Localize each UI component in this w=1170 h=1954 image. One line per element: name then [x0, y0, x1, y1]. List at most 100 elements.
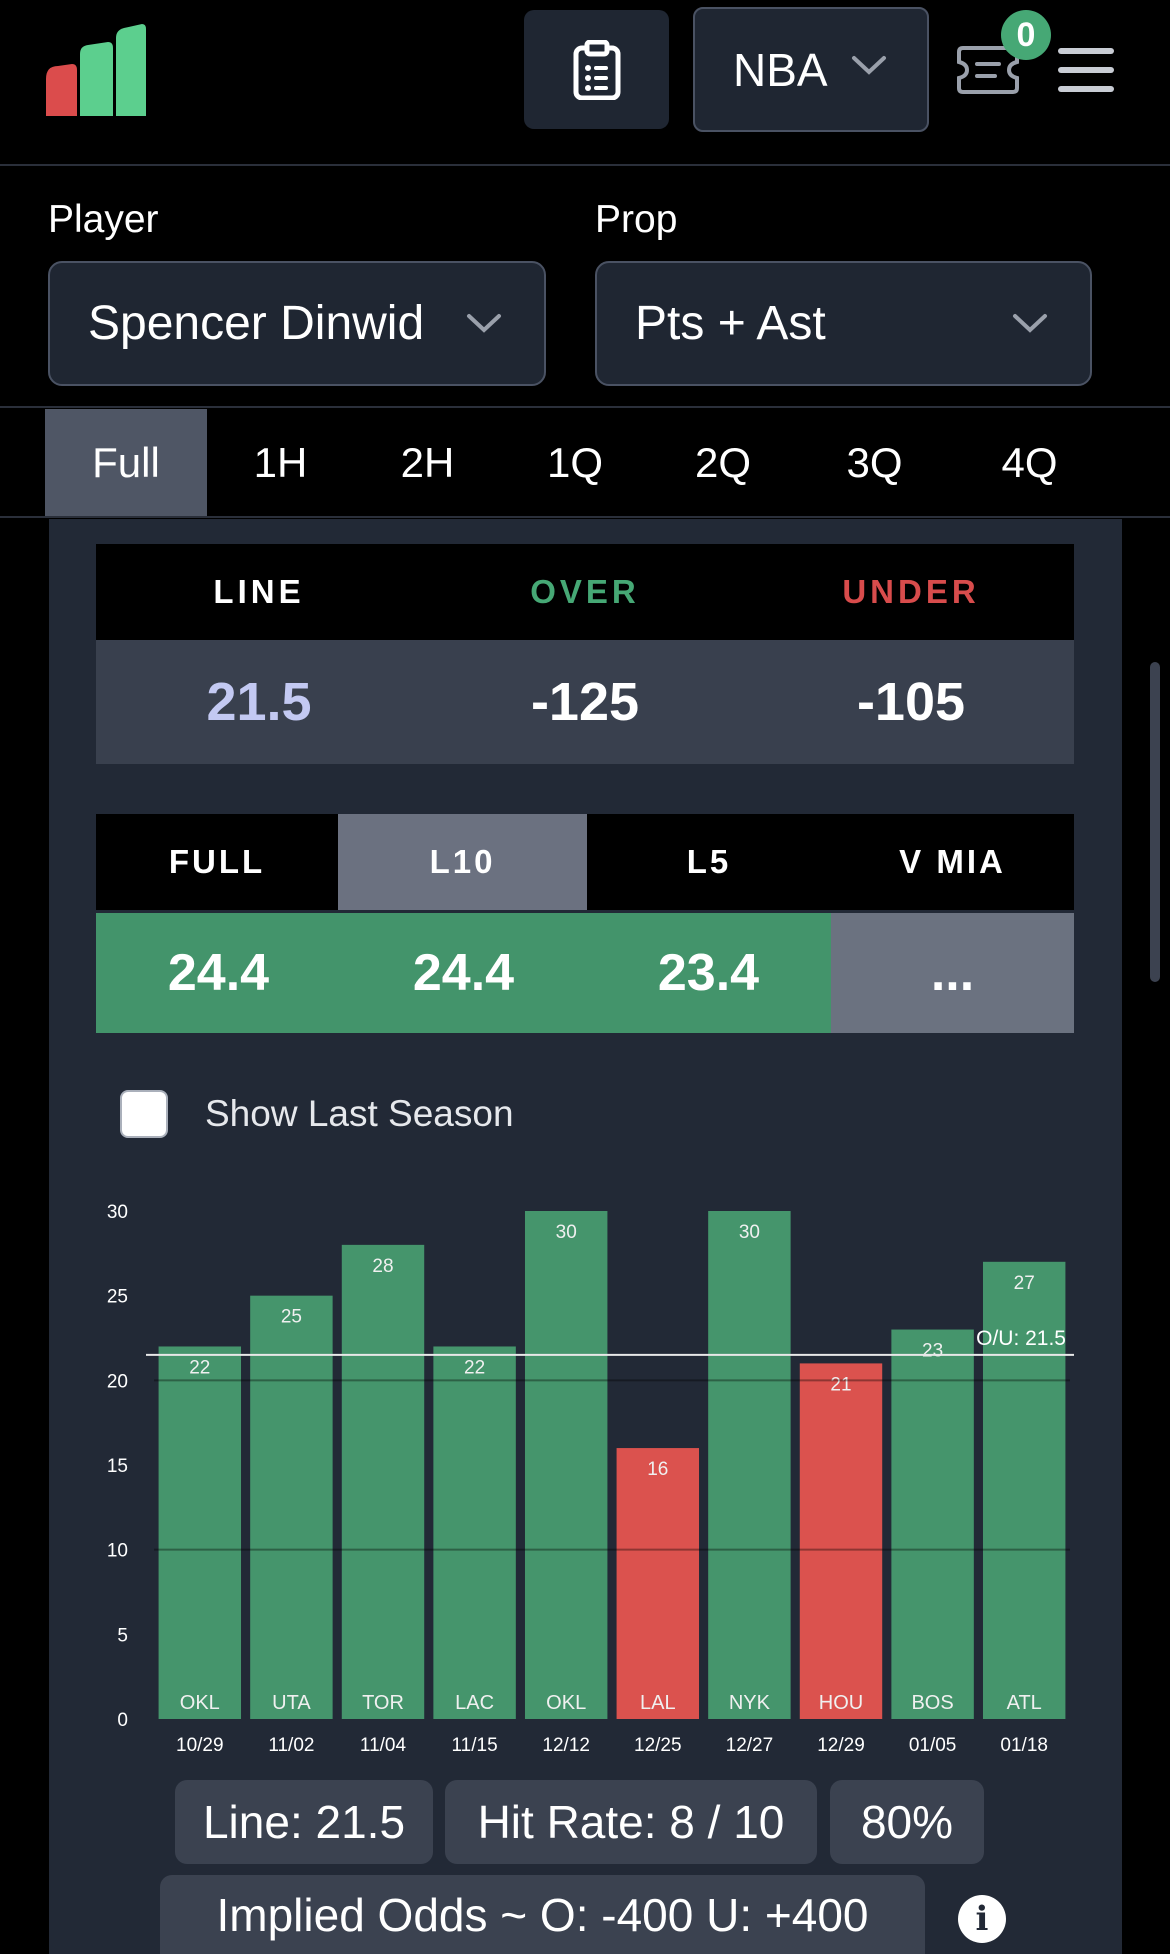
period-tabs: Full 1H 2H 1Q 2Q 3Q 4Q	[45, 409, 1125, 516]
clipboard-button[interactable]	[524, 10, 669, 129]
over-value: -125	[530, 672, 640, 732]
line-header: LINE	[213, 573, 305, 610]
tab-2q[interactable]: 2Q	[694, 438, 752, 486]
opponent-label: ATL	[1007, 1692, 1042, 1714]
averages-header: FULL L10 L5 V MIA	[96, 814, 1074, 910]
tab-3q[interactable]: 3Q	[846, 438, 903, 486]
avg-value-l5: 23.4	[586, 913, 831, 1033]
league-select[interactable]: NBA	[693, 7, 929, 132]
tab-1h[interactable]: 1H	[253, 438, 308, 486]
bar-value-label: 22	[189, 1357, 210, 1378]
bar-value-label: 28	[372, 1256, 393, 1277]
top-header: NBA 0	[0, 0, 1170, 166]
tab-4q[interactable]: 4Q	[1001, 438, 1058, 486]
implied-odds-summary: Implied Odds ~ O: -400 U: +400	[160, 1875, 925, 1954]
bar-value-label: 22	[464, 1357, 485, 1378]
bar	[708, 1211, 791, 1719]
hit-percent-summary: 80%	[830, 1780, 984, 1864]
opponent-label: OKL	[546, 1692, 586, 1714]
opponent-label: TOR	[362, 1692, 404, 1714]
chevron-down-icon	[467, 314, 501, 333]
x-tick-label: 01/18	[1000, 1735, 1048, 1756]
hamburger-menu-icon[interactable]	[1058, 48, 1114, 92]
bar-value-label: 25	[281, 1307, 302, 1328]
tab-full[interactable]: Full	[45, 409, 207, 516]
prop-label: Prop	[595, 198, 678, 241]
player-select-value: Spencer Dinwid	[88, 297, 425, 350]
avg-tab-vs-opponent[interactable]: V MIA	[899, 843, 1006, 880]
x-tick-label: 11/02	[268, 1735, 314, 1756]
y-tick-label: 5	[117, 1625, 128, 1646]
ou-line-label: O/U: 21.5	[976, 1327, 1066, 1350]
x-tick-label: 12/12	[542, 1735, 590, 1756]
y-tick-label: 20	[107, 1371, 128, 1392]
bar	[891, 1329, 974, 1719]
x-tick-label: 11/04	[360, 1735, 407, 1756]
prop-select-value: Pts + Ast	[635, 297, 826, 350]
x-tick-label: 12/27	[726, 1735, 774, 1756]
avg-tab-l10[interactable]: L10	[338, 814, 587, 910]
y-tick-label: 15	[107, 1456, 128, 1477]
bar-value-label: 27	[1014, 1273, 1035, 1294]
y-tick-label: 10	[107, 1541, 128, 1562]
bar	[524, 1211, 608, 1719]
opponent-label: LAC	[455, 1692, 494, 1714]
opponent-label: LAL	[640, 1692, 676, 1714]
bar	[341, 1244, 425, 1719]
under-value: -105	[856, 672, 966, 732]
bar-value-label: 30	[556, 1222, 577, 1243]
clipboard-icon	[573, 39, 620, 100]
bar	[158, 1346, 242, 1719]
chevron-down-icon	[1013, 314, 1047, 333]
bar-value-label: 30	[739, 1222, 760, 1243]
x-tick-label: 12/25	[634, 1735, 682, 1756]
avg-value-l10: 24.4	[341, 913, 586, 1033]
ticket-icon[interactable]	[955, 44, 1021, 96]
avg-tab-l5[interactable]: L5	[686, 843, 732, 880]
divider	[0, 516, 1170, 518]
x-tick-label: 01/05	[909, 1735, 957, 1756]
opponent-label: HOU	[819, 1692, 863, 1714]
tab-1q[interactable]: 1Q	[546, 438, 604, 486]
show-last-season-label: Show Last Season	[205, 1093, 514, 1134]
over-header: OVER	[530, 573, 640, 610]
opponent-label: UTA	[272, 1692, 311, 1714]
opponent-label: BOS	[911, 1692, 953, 1714]
x-tick-label: 11/15	[452, 1735, 498, 1756]
tab-2h[interactable]: 2H	[400, 438, 455, 486]
avg-tab-full[interactable]: FULL	[168, 843, 266, 880]
averages-values: 24.4 24.4 23.4 ...	[96, 913, 1074, 1033]
hit-rate-summary: Hit Rate: 8 / 10	[445, 1780, 817, 1864]
player-label: Player	[48, 198, 159, 241]
bar	[616, 1448, 700, 1719]
line-summary: Line: 21.5	[175, 1780, 433, 1864]
avg-value-vs-opponent: ...	[831, 913, 1074, 1033]
y-tick-label: 0	[117, 1710, 128, 1731]
info-icon[interactable]: i	[958, 1895, 1006, 1943]
opponent-label: NYK	[729, 1692, 771, 1714]
line-value: 21.5	[206, 672, 312, 732]
bar-value-label: 23	[922, 1341, 943, 1362]
bar-value-label: 16	[647, 1459, 668, 1480]
show-last-season-checkbox[interactable]	[120, 1090, 168, 1138]
avg-value-full: 24.4	[96, 913, 341, 1033]
opponent-label: OKL	[180, 1692, 220, 1714]
odds-values: 21.5 -125 -105	[96, 640, 1074, 764]
prop-select[interactable]: Pts + Ast	[595, 261, 1092, 386]
y-tick-label: 30	[107, 1202, 128, 1223]
scrollbar[interactable]	[1150, 662, 1160, 982]
bar	[799, 1363, 883, 1719]
odds-header: LINE OVER UNDER	[96, 544, 1074, 640]
ticket-count-badge: 0	[1001, 10, 1051, 60]
player-select[interactable]: Spencer Dinwid	[48, 261, 546, 386]
bar-value-label: 21	[830, 1374, 851, 1395]
league-select-value: NBA	[733, 43, 828, 96]
x-tick-label: 10/29	[176, 1735, 224, 1756]
under-header: UNDER	[842, 573, 980, 610]
bar	[250, 1295, 333, 1719]
bar	[982, 1261, 1066, 1719]
chevron-down-icon	[852, 56, 886, 75]
logo-bars-icon[interactable]	[46, 24, 146, 116]
divider	[0, 406, 1170, 408]
game-log-chart: 0 5 10 15 20 25 30 22 OKL 10/29 25 UTA 11/02 28 TOR 11/…	[107, 1202, 1074, 1756]
